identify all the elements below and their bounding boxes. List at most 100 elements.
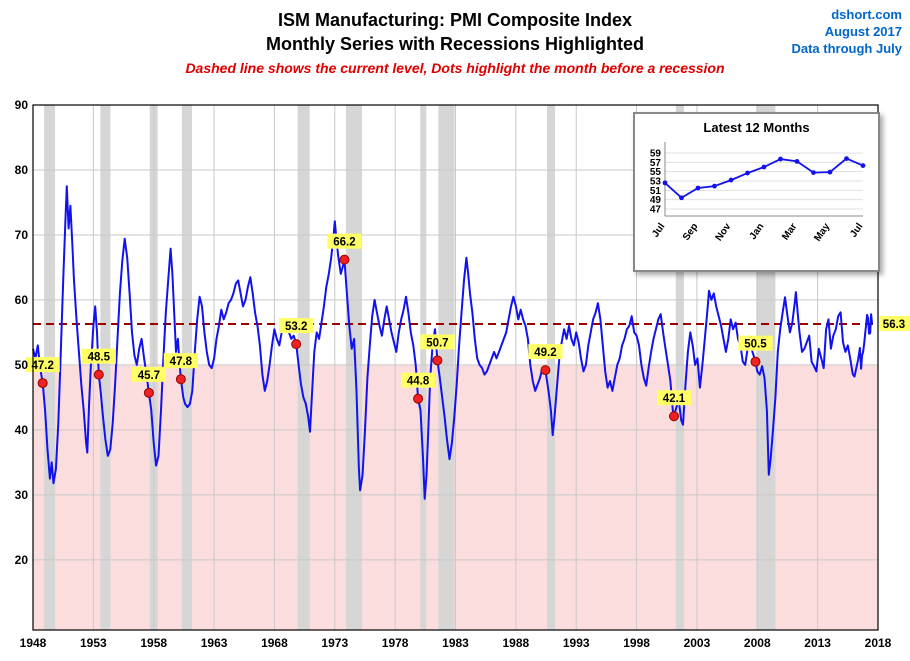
x-axis-tick-label: 2013 <box>804 636 831 650</box>
x-axis-tick-label: 1963 <box>201 636 228 650</box>
recession-band <box>420 105 427 630</box>
dot-value-label: 66.2 <box>333 237 355 249</box>
dot-value-label-bg <box>163 353 198 369</box>
x-axis-tick-label: 1958 <box>140 636 167 650</box>
inset-y-tick-label: 47 <box>650 205 662 216</box>
x-axis-tick-label: 1993 <box>563 636 590 650</box>
dot-value-label: 47.2 <box>31 360 53 372</box>
chart-title-line1: ISM Manufacturing: PMI Composite Index <box>277 10 632 30</box>
plot-border <box>32 104 879 631</box>
recession-band <box>675 105 684 630</box>
inset-data-point <box>728 177 734 183</box>
recession-band <box>547 105 556 630</box>
inset-data-point <box>761 164 767 170</box>
inset-data-point <box>811 170 816 175</box>
y-axis-tick-label: 20 <box>15 553 29 567</box>
x-axis-tick-label: 2008 <box>744 636 771 650</box>
dot-value-label: 53.2 <box>285 321 307 333</box>
x-axis-tick-label: 1973 <box>321 636 348 650</box>
inset-y-tick-label: 53 <box>650 177 662 188</box>
y-axis-tick-label: 80 <box>15 163 29 177</box>
pre-recession-dot <box>413 393 424 404</box>
x-axis-tick-label: 1968 <box>261 636 288 650</box>
dot-value-label: 47.8 <box>170 356 193 368</box>
inset-data-point <box>745 170 750 176</box>
dot-value-label: 44.8 <box>407 376 430 388</box>
inset-x-tick-label: Jul <box>650 221 667 239</box>
dot-value-label-bg <box>400 372 436 388</box>
inset-panel: Latest 12 Months 47 49 51 53 55 57 59 Jul Sep Nov… <box>633 112 880 272</box>
source-block: dshort.com August 2017 Data through July <box>791 6 902 57</box>
x-axis-tick-label: 1978 <box>382 636 409 650</box>
inset-x-tick-label: Nov <box>714 221 734 243</box>
dot-value-label-bg <box>327 233 362 249</box>
pre-recession-dot <box>750 356 761 367</box>
inset-y-tick-label: 59 <box>650 149 662 160</box>
y-axis-tick-label: 60 <box>15 293 29 307</box>
dot-value-label-bg <box>81 348 116 364</box>
x-axis-tick-label: 1988 <box>503 636 530 650</box>
source-link[interactable]: dshort.com <box>831 7 902 22</box>
pre-recession-dot <box>93 369 104 380</box>
inset-y-tick-label: 49 <box>650 195 662 206</box>
inset-data-point <box>794 159 800 164</box>
recession-band <box>345 105 362 630</box>
x-axis-tick-label: 2003 <box>684 636 711 650</box>
y-axis-tick-label: 90 <box>15 98 29 112</box>
dot-value-label: 49.2 <box>534 347 556 359</box>
inset-y-tick-label: 55 <box>650 167 662 178</box>
pre-recession-dot <box>339 254 350 265</box>
source-through: Data through July <box>791 41 902 56</box>
inset-y-tick-label: 51 <box>650 186 662 197</box>
recession-band <box>100 105 111 630</box>
y-axis-tick-label: 70 <box>15 228 29 242</box>
inset-data-point <box>712 183 717 189</box>
pre-recession-dot <box>432 355 443 366</box>
inset-data-point <box>844 156 849 161</box>
inset-x-tick-label: Sep <box>681 221 701 242</box>
inset-x-tick-label: Mar <box>780 221 799 242</box>
pmi-series-line <box>32 185 874 500</box>
source-date: August 2017 <box>824 24 902 39</box>
inset-x-tick-label: Jul <box>848 221 865 239</box>
chart-title-line2: Monthly Series with Recessions Highlight… <box>265 34 645 54</box>
recession-band <box>297 105 310 630</box>
inset-data-point <box>695 185 701 191</box>
x-axis-tick-label: 1948 <box>20 636 47 650</box>
dot-value-label-bg <box>656 390 692 406</box>
inset-title: Latest 12 Months <box>703 120 810 135</box>
dot-value-label-bg <box>131 366 166 382</box>
x-axis-tick-label: 1998 <box>623 636 650 650</box>
chart-note: Dashed line shows the current level, Dot… <box>185 60 725 76</box>
pre-recession-dot <box>291 339 302 350</box>
dot-value-label-bg <box>25 357 60 373</box>
pre-recession-dot <box>37 378 48 389</box>
inset-data-point <box>778 156 783 162</box>
dot-value-label-bg <box>528 344 563 360</box>
dot-value-label: 50.7 <box>426 337 448 349</box>
inset-data-point <box>827 169 833 175</box>
inset-x-tick-label: Jan <box>748 221 767 241</box>
dot-value-label: 48.5 <box>88 352 111 364</box>
pre-recession-dot <box>668 411 679 422</box>
dot-value-label-bg <box>420 334 455 350</box>
pre-recession-dot <box>143 387 154 398</box>
recession-band <box>438 105 455 630</box>
x-axis-tick-label: 1983 <box>442 636 469 650</box>
chart-header: ISM Manufacturing: PMI Composite Index M… <box>0 8 910 78</box>
inset-data-point <box>679 195 684 201</box>
inset-data-point <box>662 180 668 186</box>
y-axis-tick-label: 30 <box>15 488 29 502</box>
y-axis-tick-label: 50 <box>15 358 29 372</box>
inset-x-tick-label: May <box>812 221 832 244</box>
inset-y-tick-label: 57 <box>650 158 662 169</box>
dot-value-label: 42.1 <box>663 393 686 405</box>
x-axis-tick-label: 2018 <box>865 636 892 650</box>
dot-value-label-bg <box>738 335 773 351</box>
pre-recession-dot <box>540 365 551 376</box>
dot-value-label: 45.7 <box>138 370 160 382</box>
current-level-label-bg <box>879 315 910 331</box>
